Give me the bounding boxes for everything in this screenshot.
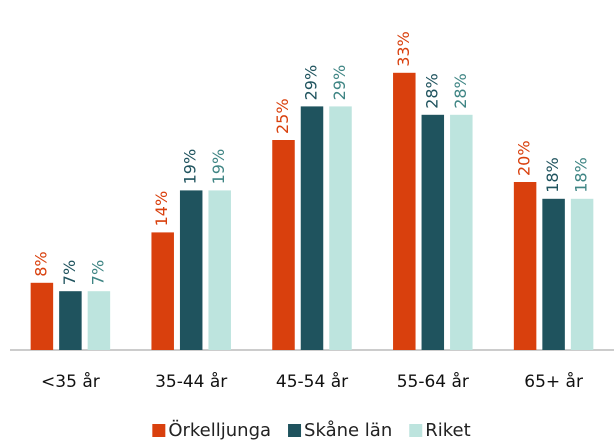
data-label: 29%	[302, 65, 321, 101]
bar	[179, 190, 203, 350]
bar	[300, 106, 324, 351]
x-tick-label: 55-64 år	[397, 371, 469, 392]
legend-swatch	[288, 424, 302, 437]
bar	[151, 232, 174, 350]
legend-swatch	[409, 424, 423, 437]
legend-label: Örkelljunga	[168, 419, 271, 441]
bar	[421, 114, 445, 350]
bar	[329, 106, 352, 351]
legend-swatch	[152, 424, 166, 437]
bar	[393, 72, 416, 351]
data-label: 28%	[422, 73, 441, 109]
bar	[30, 282, 54, 350]
legend-label: Skåne län	[304, 420, 392, 441]
data-label: 20%	[515, 140, 534, 176]
data-label: 7%	[60, 260, 79, 285]
bar	[59, 291, 82, 350]
bar	[208, 190, 231, 350]
x-tick-label: 35-44 år	[155, 371, 227, 392]
data-label: 25%	[273, 98, 292, 134]
bar	[450, 114, 473, 350]
data-label: 19%	[209, 149, 228, 185]
data-label: 18%	[543, 157, 562, 193]
data-label: 14%	[152, 191, 171, 227]
bar	[570, 198, 594, 350]
x-tick-label: 65+ år	[524, 371, 583, 392]
data-label: 7%	[88, 260, 107, 285]
bar	[513, 182, 537, 350]
bar	[272, 140, 295, 350]
legend-label: Riket	[425, 420, 470, 441]
bar	[87, 291, 111, 350]
data-label: 19%	[181, 149, 200, 185]
bar	[542, 198, 565, 350]
data-label: 33%	[394, 31, 413, 67]
x-tick-label: 45-54 år	[276, 371, 348, 392]
data-label: 8%	[31, 251, 50, 276]
data-label: 18%	[572, 157, 591, 193]
data-label: 29%	[330, 65, 349, 101]
data-label: 28%	[451, 73, 470, 109]
x-tick-label: <35 år	[41, 371, 100, 392]
